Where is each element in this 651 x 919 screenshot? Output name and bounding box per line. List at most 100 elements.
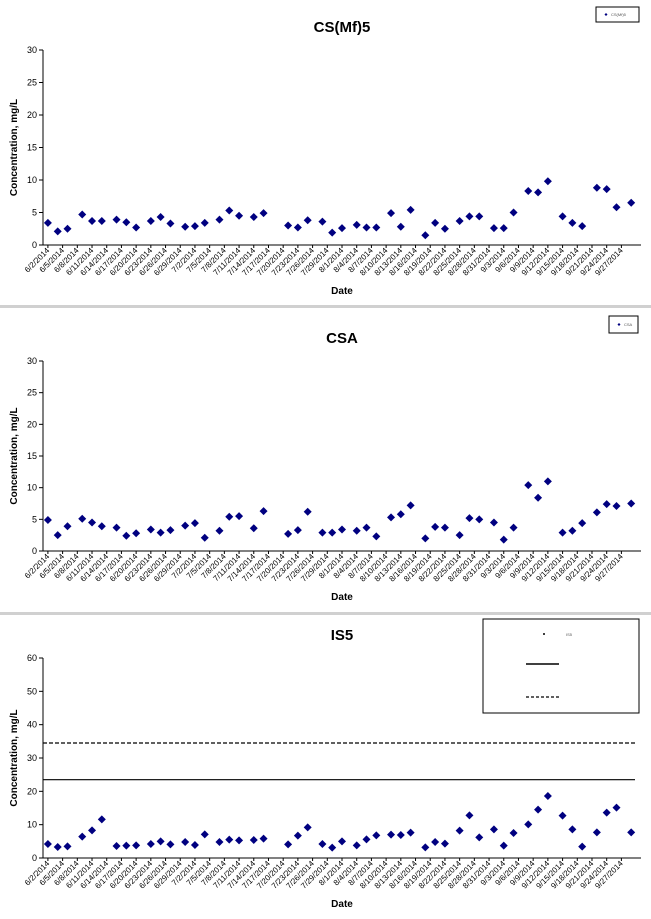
data-point [78, 514, 87, 523]
data-point [215, 838, 224, 846]
data-point [362, 523, 371, 532]
y-tick-label: 20 [27, 786, 37, 796]
y-tick-label: 30 [27, 356, 37, 366]
data-point [612, 803, 621, 812]
data-point [543, 477, 552, 486]
legend-label: IS5 [566, 632, 573, 637]
data-point [524, 481, 533, 490]
data-point [509, 523, 518, 532]
data-point [362, 835, 371, 844]
data-point [88, 518, 97, 527]
panel-divider [0, 305, 651, 308]
data-point [431, 218, 440, 227]
data-point [602, 500, 611, 509]
data-point [328, 528, 337, 537]
data-point [406, 501, 415, 510]
data-point [190, 519, 199, 528]
data-point [249, 213, 258, 222]
data-point [543, 177, 552, 186]
data-point [293, 526, 302, 535]
data-point [499, 841, 508, 850]
data-point [53, 843, 62, 851]
data-point [372, 223, 381, 232]
data-point [200, 533, 209, 542]
data-point [455, 826, 464, 835]
data-point [387, 830, 396, 839]
legend: CSA [608, 315, 639, 334]
data-point [627, 828, 636, 837]
data-point [284, 840, 293, 849]
data-point [568, 526, 577, 535]
data-point [215, 526, 224, 535]
y-tick-label: 0 [32, 853, 37, 863]
data-point [215, 215, 224, 224]
data-point [396, 510, 405, 519]
data-point [97, 216, 106, 225]
data-point [440, 224, 449, 233]
data-point [53, 531, 62, 540]
data-point [43, 218, 52, 227]
data-point [181, 222, 190, 231]
legend-marker [617, 323, 621, 326]
data-point [465, 212, 474, 221]
legend-label: CS(Mf)5 [611, 12, 627, 17]
y-tick-label: 25 [27, 388, 37, 398]
data-point [303, 507, 312, 516]
data-point [465, 514, 474, 523]
data-point [249, 524, 258, 533]
data-point [225, 512, 234, 521]
data-point [421, 843, 430, 852]
y-tick-label: 60 [27, 653, 37, 663]
data-point [122, 841, 131, 850]
data-point [293, 831, 302, 840]
data-point [612, 203, 621, 212]
chart-svg-cs-mf5: CS(Mf)50510152025306/2/20146/5/20146/8/2… [9, 6, 641, 297]
data-point [396, 222, 405, 231]
data-point [156, 837, 165, 846]
x-axis-title: Date [331, 286, 353, 297]
data-point [43, 840, 52, 848]
data-point [63, 842, 72, 851]
data-point [235, 836, 244, 845]
data-point [489, 518, 498, 527]
y-tick-label: 50 [27, 686, 37, 696]
data-point [225, 206, 234, 215]
data-point [318, 217, 327, 226]
data-point [78, 832, 87, 841]
data-point [132, 529, 141, 538]
data-point [431, 522, 440, 531]
y-tick-label: 5 [32, 514, 37, 524]
panel-divider [0, 612, 651, 615]
data-point [132, 841, 141, 850]
data-point [156, 528, 165, 537]
data-point [524, 820, 533, 829]
data-point [97, 815, 106, 824]
data-point [455, 531, 464, 540]
chart-panel-is5: IS5 0 10 20 30 40 50 60 6/2/2014 6/5/2014 6/8/2014… [0, 615, 651, 919]
legend-label: CSA [624, 322, 633, 327]
data-point [318, 528, 327, 537]
data-point [338, 224, 346, 233]
y-tick-label: 0 [32, 240, 37, 250]
data-point [190, 841, 199, 849]
data-point [112, 215, 121, 224]
data-point [592, 508, 601, 517]
data-point [122, 218, 131, 227]
data-point [181, 838, 190, 846]
data-point [146, 216, 155, 225]
legend-box [482, 618, 640, 714]
data-point [200, 830, 209, 839]
data-point [122, 531, 131, 540]
chart-panel-csa: CSA 0 5 10 15 20 25 30 6/2/2014 6/5/2014 6/8/2014 6… [0, 309, 651, 612]
data-point [259, 834, 268, 843]
data-point [431, 838, 440, 846]
data-point [43, 515, 52, 524]
data-point [396, 831, 405, 839]
data-point [112, 842, 121, 850]
data-point [352, 526, 361, 535]
data-point [338, 837, 346, 846]
data-point [534, 188, 543, 197]
y-tick-label: 15 [27, 143, 37, 153]
data-point [88, 216, 97, 225]
data-point [259, 209, 268, 218]
